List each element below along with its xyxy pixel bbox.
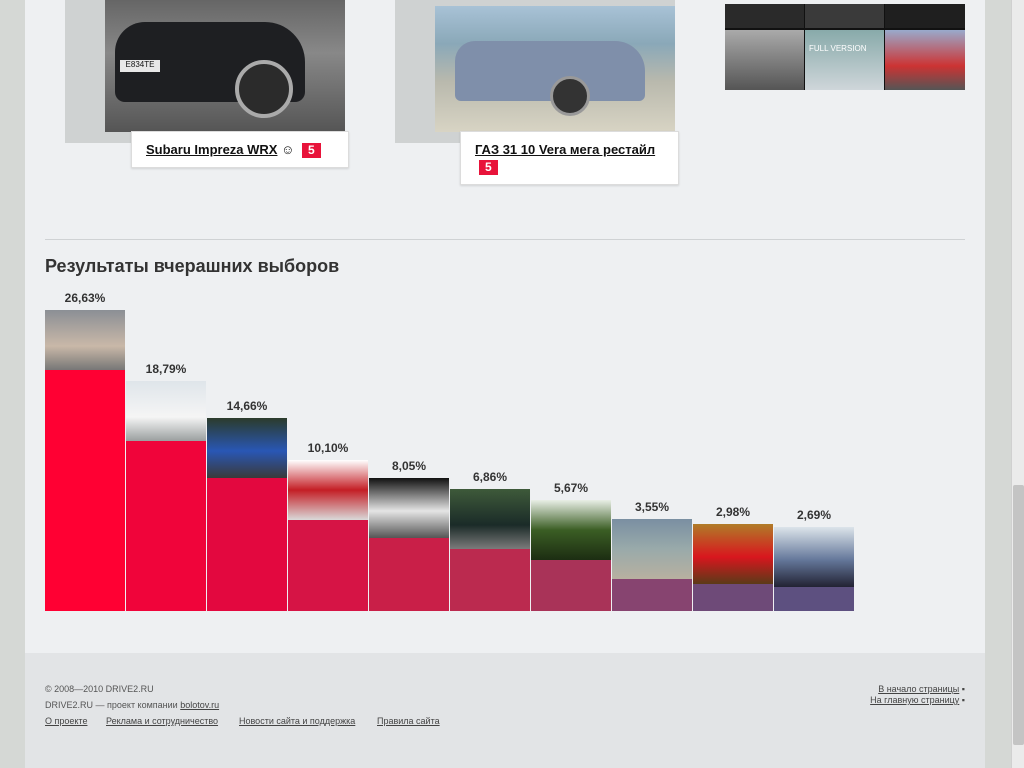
car-card-gaz: ГАЗ 31 10 Vera мега рестайл 5: [460, 131, 679, 185]
car-title-link[interactable]: ГАЗ 31 10 Vera мега рестайл: [475, 142, 656, 157]
result-bar[interactable]: [450, 549, 530, 611]
footer-link-news[interactable]: Новости сайта и поддержка: [239, 716, 356, 726]
result-thumb[interactable]: [774, 527, 854, 587]
result-thumb[interactable]: [450, 489, 530, 549]
result-thumb[interactable]: [693, 524, 773, 584]
page: Е834ТЕ Subaru Impreza WRX ☺ 5 ГАЗ 31 10 …: [25, 0, 985, 768]
result-bar[interactable]: [45, 370, 125, 611]
to-top-link[interactable]: В начало страницы ▪: [878, 684, 965, 694]
result-percent: 18,79%: [145, 362, 187, 376]
scrollbar-thumb[interactable]: [1013, 485, 1024, 745]
car-title-link[interactable]: Subaru Impreza WRX: [146, 142, 278, 157]
result-percent: 5,67%: [553, 481, 589, 495]
company-link[interactable]: bolotov.ru: [180, 700, 220, 710]
footer-link-about[interactable]: О проекте: [45, 716, 88, 726]
smile-icon: ☺: [281, 142, 295, 157]
result-percent: 14,66%: [226, 399, 268, 413]
footer: © 2008—2010 DRIVE2.RU DRIVE2.RU — проект…: [25, 653, 985, 768]
video-thumb[interactable]: [885, 4, 965, 28]
result-percent: 26,63%: [64, 291, 106, 305]
video-thumb[interactable]: [805, 4, 884, 28]
result-percent: 8,05%: [391, 459, 427, 473]
result-bar[interactable]: [774, 587, 854, 611]
result-percent: 3,55%: [634, 500, 670, 514]
result-thumb[interactable]: [612, 519, 692, 579]
to-home-link[interactable]: На главную страницу ▪: [870, 695, 965, 705]
result-bar[interactable]: [288, 520, 368, 611]
result-percent: 2,98%: [715, 505, 751, 519]
result-bar[interactable]: [126, 441, 206, 611]
result-thumb[interactable]: [369, 478, 449, 538]
footer-link-rules[interactable]: Правила сайта: [377, 716, 440, 726]
result-thumb[interactable]: [45, 310, 125, 370]
video-thumb[interactable]: [725, 4, 804, 28]
video-thumb[interactable]: [725, 30, 804, 90]
results-chart: 26,63% 18,79% 14,66% 10,10% 8,05% 6,86% 5,67% 3…: [45, 280, 865, 612]
result-percent: 6,86%: [472, 470, 508, 484]
project-line: DRIVE2.RU — проект компании bolotov.ru: [45, 700, 219, 710]
copyright: © 2008—2010 DRIVE2.RU: [45, 684, 154, 694]
result-thumb[interactable]: [531, 500, 611, 560]
result-thumb[interactable]: [126, 381, 206, 441]
result-percent: 10,10%: [307, 441, 349, 455]
video-thumb-grid[interactable]: FULL VERSION: [725, 4, 965, 90]
result-thumb[interactable]: [207, 418, 287, 478]
result-bar[interactable]: [693, 584, 773, 611]
result-thumb[interactable]: [288, 460, 368, 520]
scrollbar[interactable]: [1011, 0, 1024, 768]
car-card-subaru: Subaru Impreza WRX ☺ 5: [131, 131, 349, 168]
car-photo-gaz[interactable]: [395, 0, 675, 143]
result-bar[interactable]: [531, 560, 611, 611]
video-thumb[interactable]: FULL VERSION: [805, 30, 884, 90]
video-thumb[interactable]: [885, 30, 965, 90]
full-version-label: FULL VERSION: [809, 44, 867, 53]
results-title: Результаты вчерашних выборов: [45, 256, 340, 276]
car-photo-subaru[interactable]: Е834ТЕ: [65, 0, 345, 143]
footer-link-ads[interactable]: Реклама и сотрудничество: [106, 716, 219, 726]
result-bar[interactable]: [612, 579, 692, 611]
result-bar[interactable]: [207, 478, 287, 611]
section-divider: [45, 239, 965, 240]
rating-badge: 5: [302, 143, 321, 158]
result-bar[interactable]: [369, 538, 449, 611]
project-prefix: DRIVE2.RU — проект компании: [45, 700, 178, 710]
rating-badge: 5: [479, 160, 498, 175]
result-percent: 2,69%: [796, 508, 832, 522]
